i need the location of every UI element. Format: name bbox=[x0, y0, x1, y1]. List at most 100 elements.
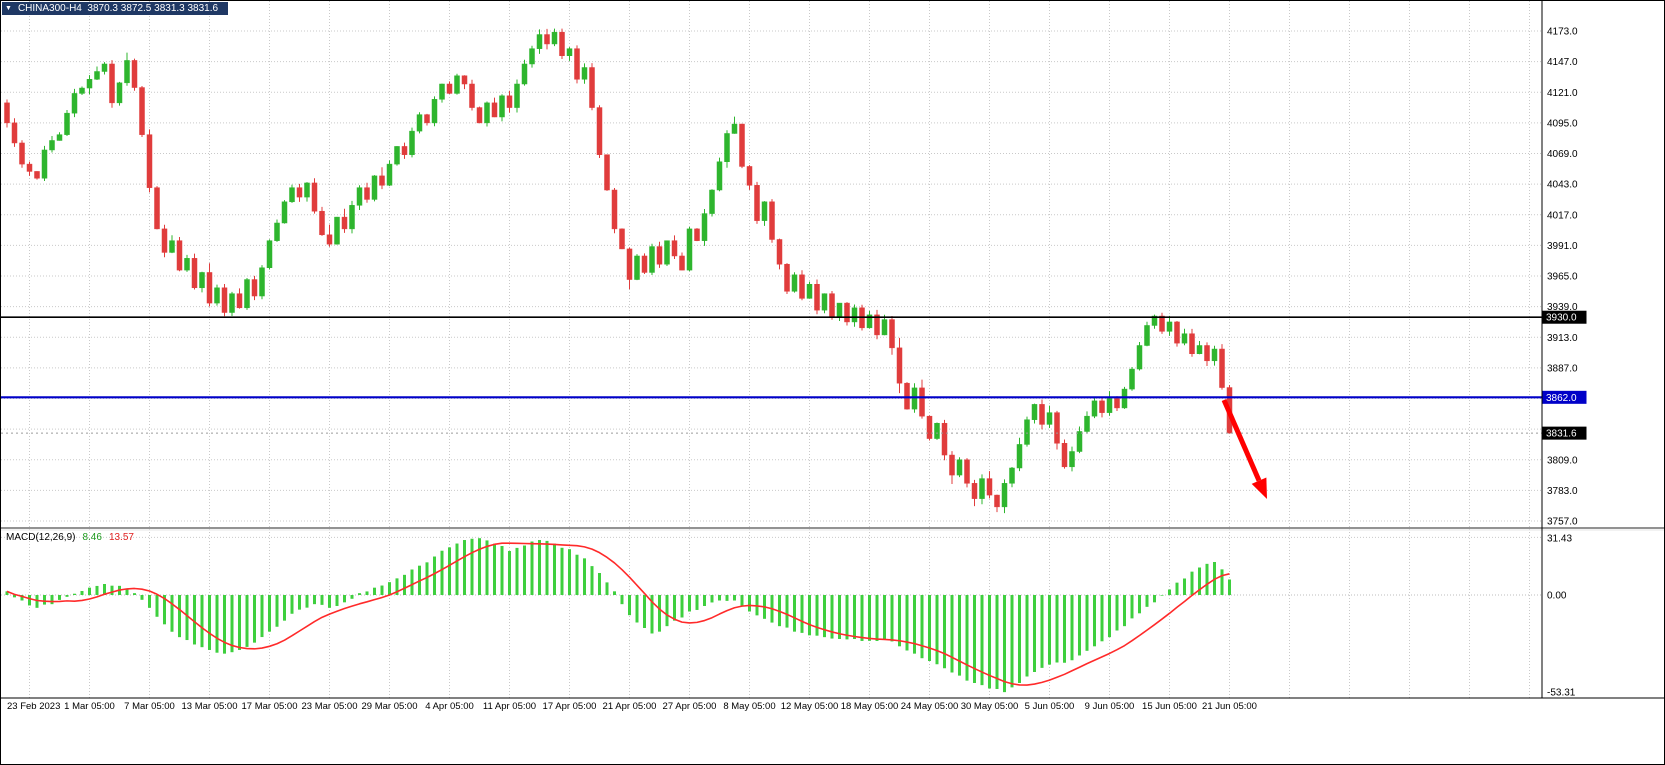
date-tick-label: 24 May 05:00 bbox=[901, 701, 959, 712]
collapse-arrow-icon[interactable]: ▼ bbox=[5, 5, 12, 12]
candle-body bbox=[1204, 345, 1210, 362]
candle-body bbox=[686, 228, 693, 271]
candle-body bbox=[229, 293, 235, 313]
date-tick-label: 23 Feb 2023 bbox=[7, 701, 60, 712]
candle-body bbox=[566, 48, 573, 56]
candle-body bbox=[514, 83, 520, 108]
candle-body bbox=[934, 422, 940, 439]
candle-body bbox=[319, 210, 325, 236]
candle-body bbox=[274, 222, 280, 241]
candle-body bbox=[881, 319, 888, 336]
candle-body bbox=[694, 228, 700, 241]
trend-arrow-shaft[interactable] bbox=[1221, 399, 1262, 482]
date-tick-label: 9 Jun 05:00 bbox=[1085, 701, 1135, 712]
price-tick-label: 3965.0 bbox=[1547, 272, 1578, 283]
candle-body bbox=[506, 95, 513, 108]
candle-body bbox=[641, 255, 648, 273]
candle-body bbox=[184, 258, 190, 271]
date-tick-label: 18 May 05:00 bbox=[841, 701, 899, 712]
candle-body bbox=[806, 283, 813, 299]
trend-arrow-head[interactable] bbox=[1251, 477, 1267, 499]
candle-body bbox=[814, 283, 820, 311]
candle-body bbox=[296, 187, 303, 198]
macd-signal-value: 13.57 bbox=[108, 532, 134, 543]
date-tick-label: 12 May 05:00 bbox=[781, 701, 839, 712]
macd-value: 8.46 bbox=[82, 532, 102, 543]
candle-body bbox=[551, 31, 558, 45]
price-tick-label: 3913.0 bbox=[1547, 333, 1578, 344]
candle-body bbox=[1069, 451, 1075, 468]
candle-body bbox=[101, 63, 108, 72]
date-tick-label: 15 Jun 05:00 bbox=[1142, 701, 1197, 712]
candle-body bbox=[889, 319, 895, 349]
candle-body bbox=[1054, 412, 1060, 444]
candle-body bbox=[124, 60, 130, 84]
candle-body bbox=[191, 258, 198, 289]
candle-body bbox=[19, 142, 25, 165]
candle-body bbox=[416, 114, 423, 132]
macd-scale-label: -53.31 bbox=[1547, 688, 1576, 699]
candle-body bbox=[26, 163, 33, 172]
candle-body bbox=[739, 123, 745, 167]
candle-body bbox=[1031, 404, 1038, 420]
price-badge-label: 3831.6 bbox=[1546, 429, 1577, 440]
candle-body bbox=[701, 213, 708, 241]
candle-body bbox=[1129, 368, 1135, 390]
candle-body bbox=[79, 87, 85, 94]
candle-body bbox=[1166, 321, 1173, 332]
date-tick-label: 13 Mar 05:00 bbox=[182, 701, 238, 712]
candle-body bbox=[476, 107, 483, 124]
candle-body bbox=[1061, 443, 1068, 468]
candle-body bbox=[169, 240, 175, 253]
price-tick-label: 4017.0 bbox=[1547, 210, 1578, 221]
candle-body bbox=[304, 182, 310, 198]
candle-body bbox=[1144, 325, 1150, 346]
price-badge bbox=[1542, 426, 1587, 440]
candle-body bbox=[176, 240, 183, 271]
candle-body bbox=[986, 478, 993, 496]
candle-body bbox=[709, 189, 715, 214]
candle-body bbox=[799, 274, 805, 299]
symbol-ohlc-text: CHINA300-H4 3870.3 3872.5 3831.3 3831.6 bbox=[17, 3, 219, 14]
candle-body bbox=[671, 240, 678, 257]
candle-body bbox=[109, 63, 115, 104]
date-tick-label: 17 Apr 05:00 bbox=[543, 701, 597, 712]
candle-body bbox=[131, 60, 138, 88]
candle-body bbox=[1009, 467, 1015, 484]
candle-body bbox=[596, 107, 603, 155]
candle-body bbox=[499, 95, 505, 118]
date-tick-label: 23 Mar 05:00 bbox=[302, 701, 358, 712]
date-tick-label: 8 May 05:00 bbox=[723, 701, 775, 712]
candle-body bbox=[754, 185, 760, 221]
candle-body bbox=[11, 122, 18, 144]
candle-body bbox=[1211, 348, 1218, 362]
candle-body bbox=[589, 67, 595, 108]
candle-body bbox=[379, 175, 385, 186]
candle-body bbox=[611, 189, 618, 230]
candle-body bbox=[146, 134, 153, 188]
price-tick-label: 3783.0 bbox=[1547, 486, 1578, 497]
candle-body bbox=[649, 246, 655, 273]
candle-body bbox=[746, 166, 753, 186]
candle-body bbox=[491, 102, 498, 118]
candle-body bbox=[559, 31, 565, 56]
macd-title: MACD(12,26,9) bbox=[6, 532, 76, 543]
date-tick-label: 7 Mar 05:00 bbox=[124, 701, 175, 712]
candle-body bbox=[574, 48, 580, 80]
candle-body bbox=[784, 263, 790, 292]
price-tick-label: 3939.0 bbox=[1547, 302, 1578, 313]
price-badge bbox=[1542, 390, 1587, 404]
candle-body bbox=[874, 314, 880, 336]
candle-body bbox=[544, 34, 550, 45]
price-tick-label: 3991.0 bbox=[1547, 241, 1578, 252]
candle-body bbox=[281, 201, 288, 224]
candle-body bbox=[604, 154, 610, 191]
price-tick-label: 4121.0 bbox=[1547, 88, 1578, 99]
symbol-info-badge[interactable]: ▼ CHINA300-H4 3870.3 3872.5 3831.3 3831.… bbox=[2, 2, 229, 15]
price-tick-label: 3809.0 bbox=[1547, 455, 1578, 466]
candle-body bbox=[371, 175, 378, 200]
price-tick-label: 3887.0 bbox=[1547, 363, 1578, 374]
candle-body bbox=[206, 272, 213, 304]
candle-body bbox=[941, 422, 948, 456]
